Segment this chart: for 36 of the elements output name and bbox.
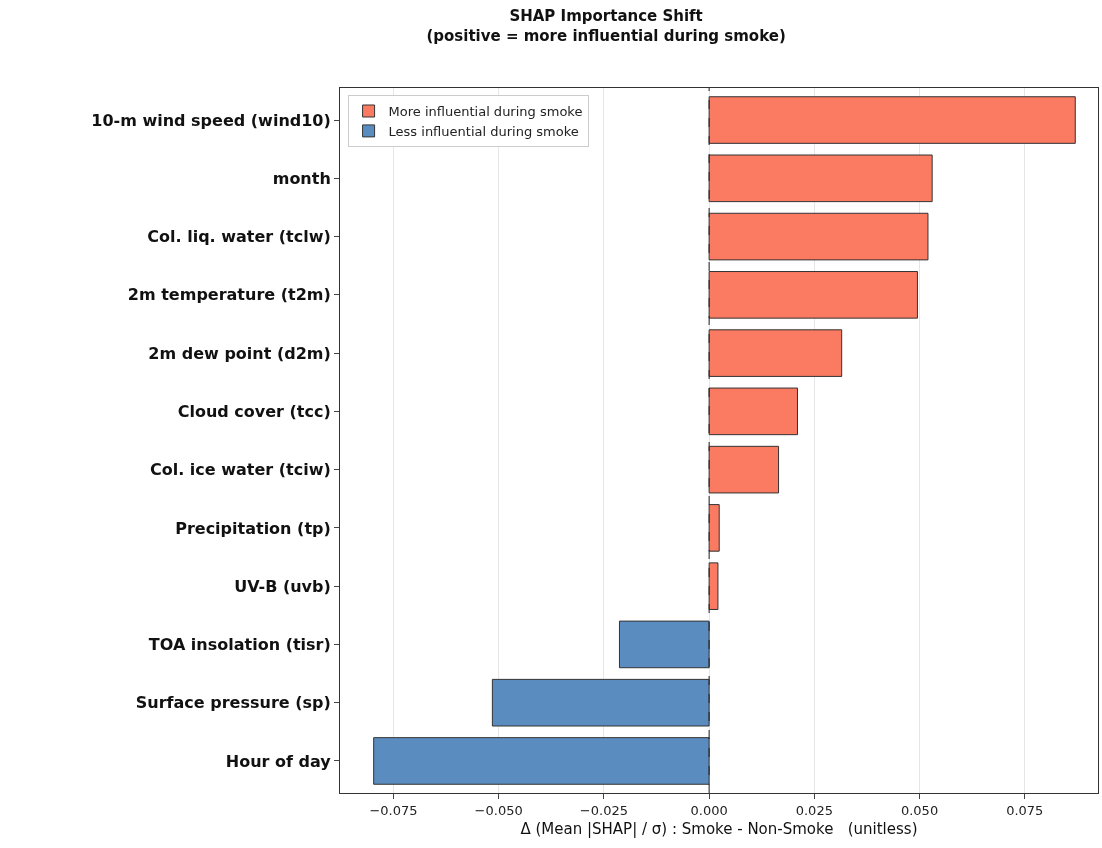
- bar: [708, 212, 929, 261]
- bar: [491, 678, 710, 727]
- bar: [708, 445, 780, 494]
- y-tick-label: 2m dew point (d2m): [148, 343, 331, 363]
- bar: [708, 271, 918, 319]
- bar: [708, 387, 798, 436]
- x-tick-label: 0.025: [795, 802, 833, 818]
- y-tick-label: Cloud cover (tcc): [177, 401, 331, 421]
- x-tick-label: 0.000: [690, 802, 728, 818]
- x-tick-label: −0.025: [579, 802, 628, 818]
- bar: [708, 504, 720, 552]
- y-tick-label: 2m temperature (t2m): [127, 285, 331, 305]
- bar: [708, 562, 719, 610]
- y-tick-label: Hour of day: [225, 751, 332, 771]
- x-tick-label: 0.075: [1006, 802, 1044, 818]
- bar: [708, 154, 933, 203]
- y-tick-label: TOA insolation (tisr): [148, 635, 331, 655]
- y-tick-label: UV-B (uvb): [234, 576, 331, 596]
- chart-title: SHAP Importance Shift: [509, 7, 703, 26]
- y-tick-label: Surface pressure (sp): [135, 693, 331, 713]
- y-tick-label: Col. ice water (tciw): [149, 460, 331, 480]
- bar: [708, 96, 1076, 144]
- bar: [373, 737, 710, 785]
- y-tick-label: Col. liq. water (tclw): [147, 227, 331, 247]
- bar: [618, 620, 710, 669]
- y-tick-label: month: [272, 168, 331, 188]
- legend-label: More influential during smoke: [388, 104, 583, 120]
- bar: [708, 329, 843, 377]
- x-tick-label: 0.050: [900, 802, 939, 818]
- y-tick-label: Precipitation (tp): [175, 518, 331, 538]
- legend-label: Less influential during smoke: [388, 123, 579, 139]
- chart-subtitle: (positive = more influential during smoke): [426, 26, 786, 45]
- x-tick-label: −0.050: [474, 802, 523, 818]
- x-axis-title: Δ (Mean |SHAP| / σ) : Smoke - Non-Smoke (unitless): [520, 819, 918, 838]
- y-tick-label: 10-m wind speed (wind10): [91, 110, 331, 130]
- x-tick-label: −0.075: [369, 802, 418, 818]
